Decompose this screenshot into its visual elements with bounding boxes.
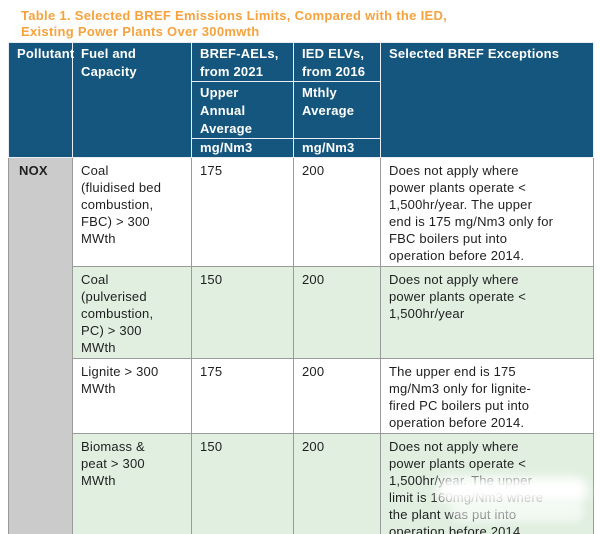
image-fade-artifact (450, 501, 584, 522)
image-fade-artifact (436, 477, 588, 503)
bref-value-cell: 175 (191, 358, 294, 434)
header-pollutant: Pollutant (8, 42, 74, 158)
header-bref-average-type: Upper Annual Average (191, 81, 294, 139)
table-title-line1: Table 1. Selected BREF Emissions Limits,… (21, 8, 448, 23)
fuel-cell: Lignite > 300 MWth (72, 358, 192, 434)
bref-value-cell: 150 (191, 266, 294, 359)
fuel-cell: Coal (pulverised combustion, PC) > 300 M… (72, 266, 192, 359)
header-ied-average-type: Mthly Average (293, 81, 381, 139)
bref-value-cell: 175 (191, 157, 294, 267)
table-row: Coal (pulverised combustion, PC) > 300 M… (9, 266, 594, 359)
ied-value-cell: 200 (293, 358, 381, 434)
header-bref-aels: BREF-AELs, from 2021 (191, 42, 294, 82)
bref-emissions-table: Pollutant Fuel and Capacity BREF-AELs, f… (8, 42, 594, 534)
header-ied-elvs: IED ELVs, from 2016 (293, 42, 381, 82)
table-title-line2: Existing Power Plants Over 300mwth (21, 24, 260, 39)
exception-cell: Does not apply where power plants operat… (380, 157, 594, 267)
pollutant-cell: NOX (8, 157, 73, 534)
table-title: Table 1. Selected BREF Emissions Limits,… (21, 8, 447, 40)
header-fuel-capacity: Fuel and Capacity (72, 42, 192, 158)
header-bref-unit: mg/Nm3 (191, 138, 294, 158)
fuel-cell: Biomass & peat > 300 MWth (72, 433, 192, 534)
table-row: Lignite > 300 MWth 175 200 The upper end… (9, 358, 594, 434)
fuel-cell: Coal (fluidised bed combustion, FBC) > 3… (72, 157, 192, 267)
bref-value-cell: 150 (191, 433, 294, 534)
header-ied-unit: mg/Nm3 (293, 138, 381, 158)
ied-value-cell: 200 (293, 266, 381, 359)
ied-value-cell: 200 (293, 157, 381, 267)
exception-cell: The upper end is 175 mg/Nm3 only for lig… (380, 358, 594, 434)
header-selected-bref-exceptions: Selected BREF Exceptions (380, 42, 594, 158)
ied-value-cell: 200 (293, 433, 381, 534)
table-row: NOX Coal (fluidised bed combustion, FBC)… (8, 157, 594, 534)
exception-cell: Does not apply where power plants operat… (380, 266, 594, 359)
